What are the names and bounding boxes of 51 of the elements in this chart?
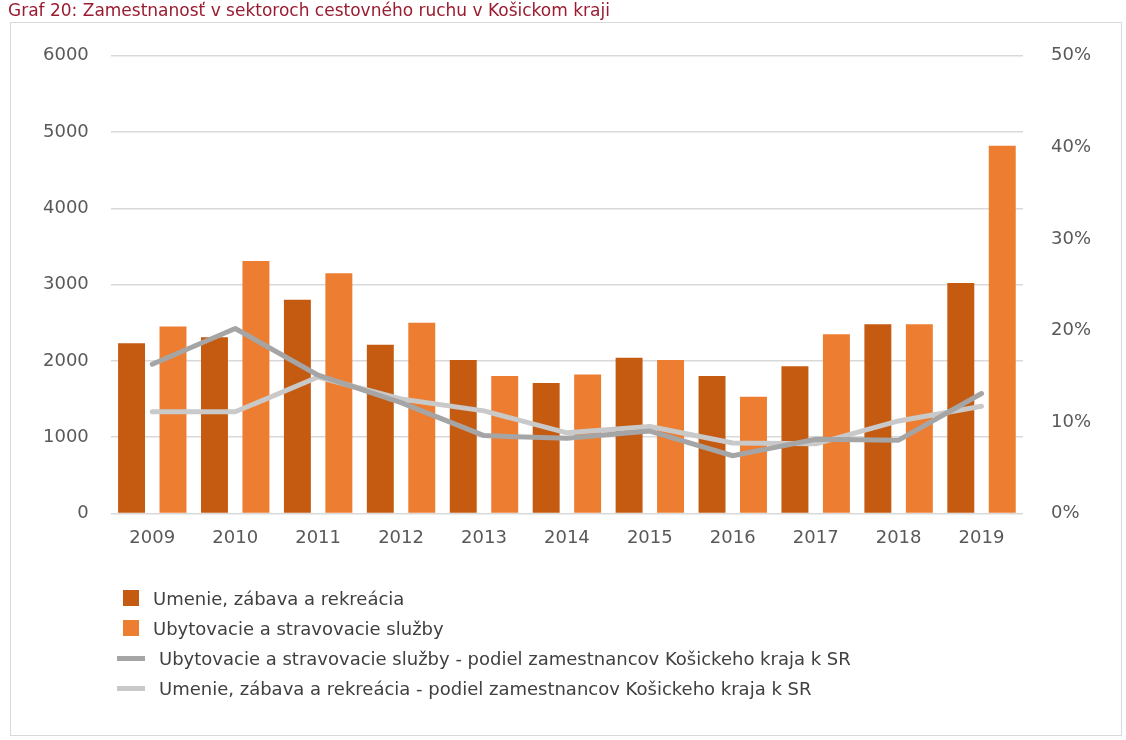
x-tick-label: 2012 [378, 525, 424, 547]
y2-tick-label: 40% [1050, 134, 1092, 156]
bar [159, 326, 187, 513]
bar [988, 145, 1016, 513]
x-tick-label: 2016 [709, 525, 756, 547]
bar [283, 299, 311, 513]
bar [449, 360, 477, 513]
y-tick-label: 3000 [43, 272, 89, 294]
bar [574, 374, 602, 513]
y-tick-label: 0 [77, 501, 89, 523]
legend-label: Ubytovacie a stravovacie služby - podiel zamestnancov Košickeho kraja k SR [159, 647, 851, 669]
y-tick-label: 2000 [43, 348, 89, 370]
x-tick-label: 2011 [295, 525, 342, 547]
y-tick-label: 6000 [43, 43, 89, 65]
y-tick-label: 4000 [43, 196, 89, 218]
y2-tick-label: 30% [1050, 226, 1092, 248]
x-tick-label: 2014 [543, 525, 590, 547]
y2-tick-label: 0% [1050, 501, 1080, 523]
bar [905, 324, 933, 513]
legend-label: Ubytovacie a stravovacie služby [153, 617, 444, 639]
bar [325, 273, 353, 513]
bar [947, 283, 975, 513]
y2-tick-label: 10% [1050, 409, 1092, 431]
bar [200, 337, 228, 513]
y-tick-label: 5000 [43, 119, 89, 141]
chart-title: Graf 20: Zamestnanosť v sektoroch cestovného ruchu v Košickom kraji [8, 0, 610, 20]
x-tick-label: 2013 [461, 525, 507, 547]
bar [118, 343, 146, 513]
bar [615, 357, 643, 513]
y2-tick-label: 20% [1050, 318, 1092, 340]
bar [657, 360, 685, 513]
bar [242, 260, 270, 513]
bar [532, 382, 560, 513]
bar [864, 324, 892, 513]
x-tick-label: 2019 [958, 525, 1005, 547]
x-tick-label: 2015 [626, 525, 673, 547]
bar [740, 396, 767, 513]
bar [408, 322, 436, 513]
x-tick-label: 2017 [792, 525, 839, 547]
bar [822, 334, 850, 513]
bar [491, 376, 519, 513]
legend-label: Umenie, zábava a rekreácia [153, 587, 405, 609]
bar [698, 376, 726, 513]
y2-tick-label: 50% [1050, 43, 1092, 65]
bar [781, 366, 809, 513]
x-tick-label: 2018 [875, 525, 922, 547]
bar [366, 344, 394, 513]
legend-label: Umenie, zábava a rekreácia - podiel zamestnancov Košickeho kraja k SR [159, 677, 812, 699]
y-tick-label: 1000 [43, 424, 89, 446]
x-tick-label: 2009 [129, 525, 176, 547]
x-tick-label: 2010 [212, 525, 259, 547]
